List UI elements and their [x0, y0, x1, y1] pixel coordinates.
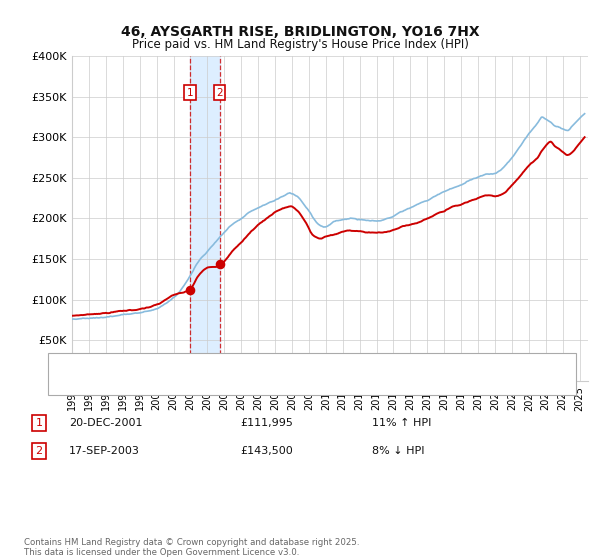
Text: 8% ↓ HPI: 8% ↓ HPI: [372, 446, 425, 456]
Text: 2: 2: [216, 87, 223, 97]
Bar: [190, 56, 220, 381]
Text: HPI: Average price, detached house, East Riding of Yorkshire: HPI: Average price, detached house, East…: [102, 378, 418, 388]
Text: Price paid vs. HM Land Registry's House Price Index (HPI): Price paid vs. HM Land Registry's House …: [131, 38, 469, 51]
Text: 2: 2: [35, 446, 43, 456]
Text: 46, AYSGARTH RISE, BRIDLINGTON, YO16 7HX (detached house): 46, AYSGARTH RISE, BRIDLINGTON, YO16 7HX…: [102, 360, 435, 370]
Text: 1: 1: [35, 418, 43, 428]
Point: [185, 286, 195, 295]
Text: Contains HM Land Registry data © Crown copyright and database right 2025.
This d: Contains HM Land Registry data © Crown c…: [24, 538, 359, 557]
Text: £143,500: £143,500: [240, 446, 293, 456]
Text: 11% ↑ HPI: 11% ↑ HPI: [372, 418, 431, 428]
Text: 17-SEP-2003: 17-SEP-2003: [69, 446, 140, 456]
Point: [215, 260, 224, 269]
Text: 46, AYSGARTH RISE, BRIDLINGTON, YO16 7HX: 46, AYSGARTH RISE, BRIDLINGTON, YO16 7HX: [121, 25, 479, 39]
Text: 1: 1: [187, 87, 193, 97]
Text: £111,995: £111,995: [240, 418, 293, 428]
Text: 20-DEC-2001: 20-DEC-2001: [69, 418, 143, 428]
